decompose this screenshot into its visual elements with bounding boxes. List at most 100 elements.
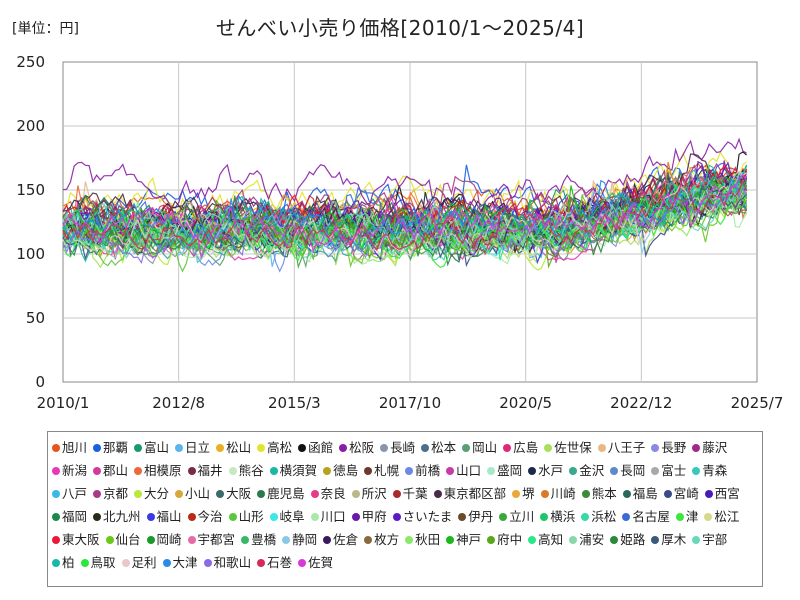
legend-marker <box>610 536 619 544</box>
legend-label: 松本 <box>431 440 457 455</box>
legend-item: 大分 <box>134 485 169 503</box>
legend-marker <box>175 490 184 498</box>
legend-item: 佐世保 <box>544 439 592 457</box>
legend-label: 奈良 <box>320 486 346 501</box>
legend-marker <box>351 513 360 521</box>
legend-item: 和歌山 <box>203 554 251 572</box>
legend-label: 佐世保 <box>554 440 592 455</box>
legend-marker <box>392 513 401 521</box>
legend-label: 宇都宮 <box>197 532 236 547</box>
x-tick-label: 2010/1 <box>37 394 90 412</box>
legend-label: 長野 <box>661 440 687 455</box>
legend-item: 札幌 <box>364 462 399 480</box>
legend-marker <box>364 536 373 544</box>
legend-item: 八王子 <box>597 439 645 457</box>
x-tick-label: 2025/7 <box>731 394 784 412</box>
legend-item: 熊谷 <box>228 462 264 480</box>
legend-marker <box>581 490 590 498</box>
line-chart: 0 50 100 150 200 250 2010/1 2012/8 2015/3 2017/10… <box>16 53 784 412</box>
legend-label: 浦安 <box>579 532 605 547</box>
legend-marker <box>405 536 414 544</box>
legend-label: 長崎 <box>390 440 416 455</box>
x-tick-label: 2020/5 <box>499 394 552 412</box>
legend-marker <box>80 559 89 567</box>
legend-label: 山口 <box>456 463 482 478</box>
legend-marker <box>310 513 319 521</box>
legend-marker <box>499 513 508 521</box>
legend-item: 日立 <box>175 439 210 457</box>
legend-item: 八戸 <box>52 485 87 503</box>
legend-label: 金沢 <box>579 463 605 478</box>
legend-marker <box>528 536 537 544</box>
legend-item: 富山 <box>134 439 169 457</box>
legend-marker <box>203 559 212 567</box>
legend-label: 福井 <box>197 463 223 478</box>
legend-label: 高松 <box>267 440 293 455</box>
x-tick-label: 2015/3 <box>268 394 321 412</box>
legend-item: 相模原 <box>134 462 182 480</box>
legend-item: 岐阜 <box>269 508 305 526</box>
legend-label: 川崎 <box>550 486 576 501</box>
legend-item: 名古屋 <box>622 508 670 526</box>
legend-label: 松山 <box>226 440 252 455</box>
legend-item: 横須賀 <box>269 462 317 480</box>
legend-label: 広島 <box>513 440 539 455</box>
legend-item: 長野 <box>651 439 686 457</box>
legend-label: 松江 <box>714 509 740 524</box>
unit-label: [単位：円] <box>12 21 79 37</box>
legend-marker <box>663 490 672 498</box>
legend-marker <box>93 444 102 452</box>
legend-label: 厚木 <box>661 532 687 547</box>
legend-label: 東大阪 <box>62 532 100 547</box>
legend-item: 佐賀 <box>298 554 333 572</box>
legend-marker <box>692 444 701 452</box>
legend-marker <box>52 444 60 452</box>
legend-item: 広島 <box>503 439 538 457</box>
y-tick-label: 50 <box>26 309 45 327</box>
y-tick-label: 150 <box>16 181 45 199</box>
legend-item: 福井 <box>187 462 223 480</box>
legend-marker <box>52 490 60 498</box>
legend-label: 札幌 <box>374 463 400 478</box>
legend-marker <box>704 513 713 521</box>
legend-marker <box>257 490 266 498</box>
legend-item: 熊本 <box>581 485 617 503</box>
legend-marker <box>487 467 496 475</box>
legend-item: 小山 <box>175 485 210 503</box>
legend-item: 立川 <box>499 508 534 526</box>
legend-marker <box>651 444 660 452</box>
legend-marker <box>503 444 512 452</box>
legend-marker <box>569 467 578 475</box>
legend-label: 東京都区部 <box>443 486 507 501</box>
legend-item: 浦安 <box>569 531 604 549</box>
legend-marker <box>622 513 631 521</box>
legend-marker <box>93 513 102 521</box>
legend-label: 相模原 <box>144 463 182 478</box>
legend-label: 水戸 <box>538 463 564 478</box>
legend-marker <box>622 490 631 498</box>
legend-item: 函館 <box>298 439 333 457</box>
legend-marker <box>175 444 184 452</box>
legend-marker <box>487 536 496 544</box>
legend-marker <box>569 536 578 544</box>
legend-item: 横浜 <box>540 508 575 526</box>
legend-label: 日立 <box>185 440 211 455</box>
legend-item: 浜松 <box>581 508 616 526</box>
legend-marker <box>228 467 237 475</box>
legend-item: 宇都宮 <box>187 531 236 549</box>
legend-marker <box>433 490 442 498</box>
legend-marker <box>540 513 549 521</box>
legend-marker <box>310 490 319 498</box>
legend-item: 石巻 <box>257 554 292 572</box>
legend-marker <box>512 490 521 498</box>
legend-label: 豊橋 <box>251 532 277 547</box>
x-tick-label: 2022/12 <box>610 394 672 412</box>
x-tick-label: 2012/8 <box>152 394 205 412</box>
y-tick-label: 200 <box>16 117 45 135</box>
legend-marker <box>380 444 389 452</box>
legend-label: 岡山 <box>472 440 498 455</box>
legend-marker <box>134 467 143 475</box>
legend-item: 津 <box>675 508 698 526</box>
y-tick-label: 0 <box>35 373 45 391</box>
legend-label: 岐阜 <box>279 509 305 524</box>
